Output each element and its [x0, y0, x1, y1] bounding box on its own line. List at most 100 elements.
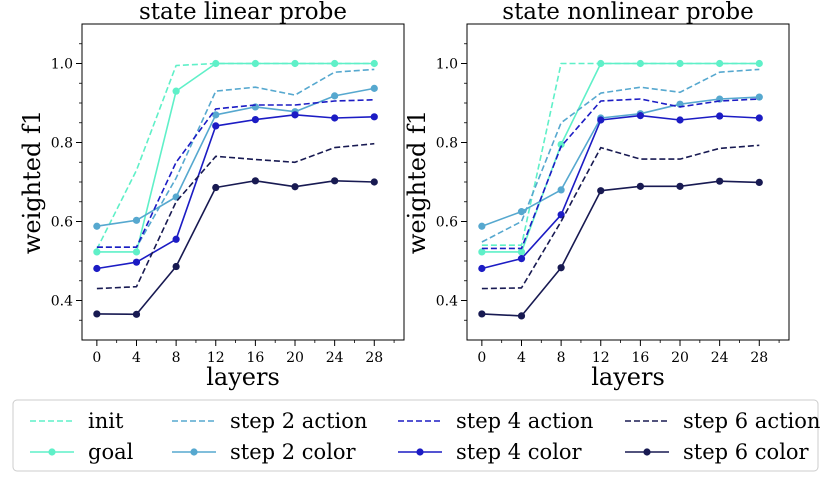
- data-point-step-4-color: [251, 115, 259, 124]
- data-point-step-4-color: [636, 112, 644, 120]
- series-line-goal: [96, 62, 375, 253]
- data-point-step-2-color: [370, 84, 378, 92]
- series-line-step-2-action: [481, 68, 760, 243]
- data-point-goal: [755, 59, 763, 68]
- x-axis-label: layers: [206, 363, 280, 391]
- y-tick-label: 0.6: [51, 215, 73, 231]
- series-line-step-4-color: [96, 114, 375, 270]
- chart-title: state linear probe: [139, 0, 347, 25]
- data-point-step-2-color: [557, 186, 565, 194]
- data-point-step-6-color: [517, 312, 526, 320]
- data-point-goal: [331, 59, 339, 68]
- data-point-step-6-color: [597, 187, 605, 195]
- data-point-step-6-color: [676, 182, 684, 190]
- x-tick-label: 20: [671, 350, 689, 366]
- series-line-step-4-action: [481, 98, 760, 250]
- series-line-step-2-action: [96, 68, 375, 248]
- legend-box: [12, 399, 819, 472]
- data-point-step-6-color: [212, 183, 220, 192]
- series-line-step-6-action: [96, 142, 375, 290]
- data-point-step-6-color: [370, 178, 378, 186]
- data-point-step-6-color: [132, 310, 141, 318]
- x-tick-label: 28: [365, 350, 383, 366]
- data-point-goal: [716, 59, 724, 68]
- data-point-goal: [676, 59, 684, 68]
- x-axis-label: layers: [591, 363, 665, 391]
- chart-panel-1: state linear probe 0 4 8 12 16 20 24 28 0.4 0.6 0.8…: [18, 0, 405, 391]
- data-point-step-4-color: [716, 112, 724, 120]
- x-tick-label: 0: [92, 350, 101, 366]
- x-tick-label: 24: [326, 350, 344, 366]
- data-point-step-4-color: [370, 113, 378, 121]
- data-point-goal: [636, 59, 644, 68]
- legend-label-goal: goal: [88, 440, 134, 464]
- data-point-step-2-color: [93, 222, 101, 230]
- data-point-goal: [478, 248, 486, 256]
- chart-title: state nonlinear probe: [502, 0, 753, 25]
- data-point-goal: [370, 59, 378, 68]
- data-point-goal: [251, 59, 259, 68]
- series-line-step-4-color: [481, 114, 760, 270]
- data-point-step-2-color: [132, 216, 141, 224]
- series-line-step-2-color: [96, 87, 375, 227]
- x-tick-label: 20: [286, 350, 304, 366]
- legend-label-step-6-action: step 6 action: [683, 409, 820, 433]
- legend-label-step-6-color: step 6 color: [683, 440, 810, 464]
- y-tick-label: 0.4: [51, 294, 73, 310]
- data-point-step-6-color: [251, 177, 259, 185]
- data-point-step-6-color: [331, 177, 339, 185]
- chart-panel-2: state nonlinear probe 0 4 8 12 16 20 24 28 0.4 0.6…: [403, 0, 790, 391]
- y-tick-label: 1.0: [51, 57, 73, 73]
- legend-marker-step-6-color: [643, 448, 651, 456]
- data-point-step-6-color: [755, 178, 763, 186]
- data-point-step-2-color: [478, 222, 486, 230]
- x-tick-label: 0: [477, 350, 486, 366]
- y-axis-label: weighted f1: [403, 110, 431, 254]
- data-point-step-6-color: [557, 264, 565, 272]
- data-point-step-2-color: [331, 92, 339, 100]
- data-point-step-6-color: [172, 262, 180, 271]
- legend-marker-step-4-color: [416, 448, 424, 456]
- data-point-step-2-color: [517, 208, 526, 216]
- x-tick-label: 28: [750, 350, 768, 366]
- data-point-step-4-color: [132, 258, 141, 266]
- x-tick-label: 4: [517, 350, 526, 366]
- legend: init goal step 2 action step 2 color step 4 …: [12, 399, 820, 472]
- y-tick-label: 0.8: [436, 136, 458, 152]
- legend-label-init: init: [88, 409, 124, 433]
- data-point-goal: [557, 140, 565, 149]
- data-point-step-6-color: [636, 182, 644, 190]
- data-point-goal: [132, 248, 141, 256]
- legend-label-step-2-action: step 2 action: [230, 409, 367, 433]
- series-line-step-2-color: [481, 96, 760, 227]
- data-point-goal: [212, 59, 220, 68]
- data-point-step-2-color: [212, 111, 220, 119]
- legend-marker-step-2-color: [190, 448, 198, 456]
- data-point-step-6-color: [291, 183, 299, 191]
- data-point-step-4-color: [597, 116, 605, 124]
- data-point-step-4-color: [172, 235, 180, 243]
- x-tick-label: 8: [557, 350, 566, 366]
- data-point-goal: [93, 248, 101, 256]
- legend-label-step-4-action: step 4 action: [456, 409, 593, 433]
- y-axis-label: weighted f1: [18, 110, 46, 254]
- x-tick-label: 8: [172, 350, 181, 366]
- data-point-step-2-color: [755, 93, 763, 101]
- series-line-goal: [481, 62, 760, 253]
- x-tick-label: 16: [246, 350, 264, 366]
- y-tick-label: 0.4: [436, 294, 458, 310]
- data-point-step-4-color: [93, 264, 101, 273]
- data-point-goal: [597, 59, 605, 68]
- data-point-step-6-color: [478, 310, 486, 318]
- data-point-goal: [172, 87, 180, 95]
- series-line-step-4-action: [96, 99, 375, 248]
- data-point-step-4-color: [676, 116, 684, 124]
- y-tick-label: 0.6: [436, 215, 458, 231]
- data-point-step-4-color: [478, 264, 486, 273]
- x-tick-label: 4: [132, 350, 141, 366]
- series-line-step-6-color: [96, 180, 375, 316]
- data-point-step-4-color: [331, 114, 339, 122]
- data-point-step-4-color: [291, 111, 299, 119]
- data-point-step-6-color: [93, 310, 101, 318]
